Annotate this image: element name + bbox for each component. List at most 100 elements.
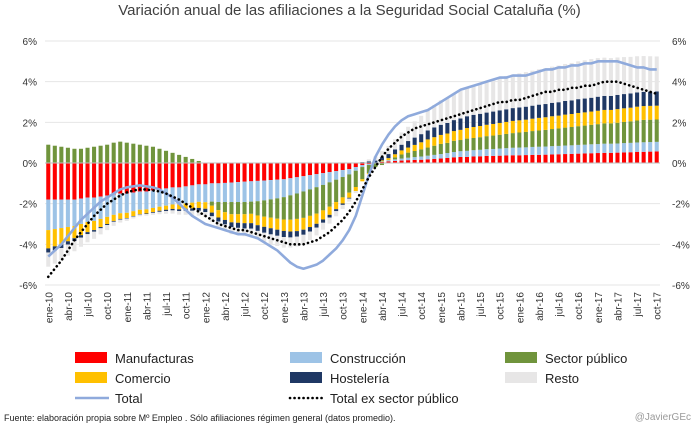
bar-segment-comercio xyxy=(445,133,450,143)
bar-segment-hosteler-a xyxy=(314,223,319,228)
bar-segment-construcci-n xyxy=(177,187,182,205)
bar-segment-sector-p-blico xyxy=(72,148,77,163)
bar-segment-sector-p-blico xyxy=(641,119,646,143)
bar-segment-comercio xyxy=(124,212,129,219)
bar-segment-construcci-n xyxy=(379,161,384,162)
bar-segment-hosteler-a xyxy=(419,134,424,143)
bar-segment-sector-p-blico xyxy=(536,130,541,147)
bar-segment-manufacturas xyxy=(602,152,607,163)
bar-segment-manufacturas xyxy=(242,163,247,182)
bar-segment-comercio xyxy=(589,111,594,125)
bar-segment-comercio xyxy=(491,123,496,136)
bar-segment-resto xyxy=(347,198,352,202)
bar-segment-construcci-n xyxy=(334,171,339,180)
bar-segment-resto xyxy=(164,210,169,214)
chart-title: Variación anual de las afiliaciones a la… xyxy=(118,2,581,19)
bar-segment-hosteler-a xyxy=(491,111,496,124)
x-tick-label: oct-16 xyxy=(574,292,585,320)
bar-segment-comercio xyxy=(59,228,64,245)
bar-segment-construcci-n xyxy=(412,157,417,160)
bar-segment-manufacturas xyxy=(536,154,541,163)
y-tick-label-right: -6% xyxy=(672,281,690,292)
bar-segment-sector-p-blico xyxy=(478,137,483,150)
bar-segment-resto xyxy=(635,56,640,93)
bar-segment-resto xyxy=(608,58,613,96)
bar-segment-hosteler-a xyxy=(92,230,97,232)
bar-segment-hosteler-a xyxy=(288,231,293,238)
bar-segment-construcci-n xyxy=(307,175,313,190)
bar-segment-resto xyxy=(523,72,528,107)
legend-label-hosteler-a: Hostelería xyxy=(330,371,390,386)
x-tick-label: ene-13 xyxy=(280,292,291,324)
bar-segment-sector-p-blico xyxy=(222,202,227,213)
bar-segment-manufacturas xyxy=(458,156,463,163)
bar-segment-manufacturas xyxy=(281,163,286,180)
bar-segment-resto xyxy=(399,132,404,145)
bar-segment-sector-p-blico xyxy=(412,151,417,158)
bar-segment-hosteler-a xyxy=(65,241,70,245)
bar-segment-resto xyxy=(46,252,51,267)
bar-segment-sector-p-blico xyxy=(373,163,378,168)
bar-segment-comercio xyxy=(543,117,548,130)
bar-segment-manufacturas xyxy=(301,163,306,177)
bar-segment-sector-p-blico xyxy=(209,201,214,206)
bar-segment-comercio xyxy=(536,117,541,131)
bar-segment-resto xyxy=(52,250,57,264)
bar-segment-sector-p-blico xyxy=(458,140,463,152)
bar-segment-construcci-n xyxy=(406,157,411,161)
bar-segment-manufacturas xyxy=(190,163,195,186)
bar-segment-hosteler-a xyxy=(203,208,208,213)
bar-segment-manufacturas xyxy=(321,163,326,174)
bar-segment-manufacturas xyxy=(314,163,319,175)
bar-segment-manufacturas xyxy=(164,163,169,189)
bar-segment-sector-p-blico xyxy=(451,140,456,153)
bar-segment-sector-p-blico xyxy=(504,133,509,149)
x-tick-label: oct-12 xyxy=(260,292,271,320)
bar-segment-sector-p-blico xyxy=(229,202,234,215)
bar-segment-hosteler-a xyxy=(478,113,483,126)
bar-segment-hosteler-a xyxy=(550,102,555,117)
bar-segment-hosteler-a xyxy=(392,149,398,155)
bar-segment-construcci-n xyxy=(628,142,633,153)
bar-segment-resto xyxy=(491,79,496,112)
bar-segment-construcci-n xyxy=(602,143,607,153)
bar-segment-manufacturas xyxy=(170,163,175,188)
bar-segment-resto xyxy=(255,230,260,240)
bar-segment-resto xyxy=(59,247,64,261)
bar-segment-manufacturas xyxy=(137,163,142,192)
x-tick-label: ene-17 xyxy=(594,292,605,324)
bar-segment-manufacturas xyxy=(177,163,182,188)
bar-segment-hosteler-a xyxy=(52,246,57,251)
line-layer xyxy=(46,60,659,279)
bar-segment-manufacturas xyxy=(131,163,136,193)
bar-segment-hosteler-a xyxy=(46,248,51,253)
bar-segment-resto xyxy=(229,227,234,235)
x-tick-label: jul-14 xyxy=(398,292,409,318)
x-tick-label: jul-12 xyxy=(241,292,252,318)
bar-segment-comercio xyxy=(556,115,561,129)
bar-segment-manufacturas xyxy=(419,159,424,163)
bar-segment-sector-p-blico xyxy=(556,128,561,146)
bar-segment-comercio xyxy=(602,109,607,124)
bar-segment-hosteler-a xyxy=(536,104,541,118)
bar-segment-resto xyxy=(131,216,136,219)
bar-segment-resto xyxy=(327,217,332,224)
bar-segment-manufacturas xyxy=(628,152,633,163)
bar-segment-hosteler-a xyxy=(150,212,155,213)
bar-segment-construcci-n xyxy=(635,142,640,152)
bar-segment-resto xyxy=(281,237,286,248)
bar-segment-sector-p-blico xyxy=(307,189,313,216)
bar-segment-manufacturas xyxy=(654,151,659,163)
bar-segment-sector-p-blico xyxy=(419,149,424,157)
bar-segment-resto xyxy=(379,151,384,158)
bar-segment-resto xyxy=(72,241,77,252)
bar-segment-manufacturas xyxy=(582,153,587,163)
bar-segment-hosteler-a xyxy=(216,217,221,222)
bar-segment-resto xyxy=(196,210,201,216)
bar-segment-hosteler-a xyxy=(144,213,149,215)
bar-segment-comercio xyxy=(216,210,221,218)
bar-segment-sector-p-blico xyxy=(615,122,620,144)
bar-segment-construcci-n xyxy=(451,152,456,158)
bar-segment-sector-p-blico xyxy=(65,147,70,163)
bar-segment-manufacturas xyxy=(98,163,103,197)
